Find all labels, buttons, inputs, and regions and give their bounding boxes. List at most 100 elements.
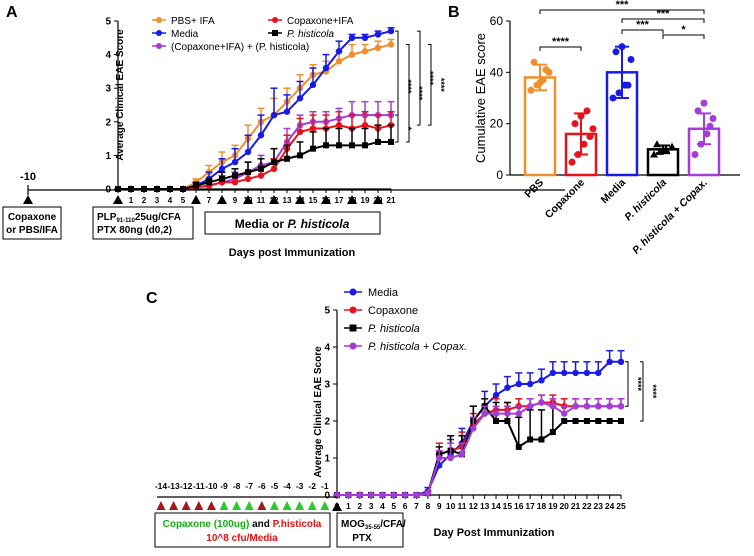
chart-b-point [653,140,661,148]
chart-b-point [571,120,579,128]
chart-c-ytick-label: 5 [324,306,330,317]
timeline-c-tick-label: -10 [205,481,218,491]
chart-c-media-point [515,380,522,388]
chart-b-sig-label: * [681,24,686,36]
timeline-c-gavage-triangle [206,501,216,510]
chart-b-category-label: PBS [522,177,546,201]
chart-a-copaxone-point [361,121,369,129]
timeline-c-box-treatment-line1: Copaxone (100ug) and P.histicola [163,519,322,530]
chart-b-point [568,158,576,166]
chart-c-combo-point [345,491,352,499]
timeline-c-box-mog-line1: MOG35-55/CFA/ [341,519,406,531]
panel-label-c: C [146,290,158,307]
chart-c-ytick-label: 3 [324,380,330,391]
chart-a-xtick-label: 17 [335,196,344,205]
chart-c-xtick-label: 10 [446,501,456,511]
chart-b-point [527,86,535,94]
chart-c-phisticola-point [538,436,545,443]
timeline-c-box-treatment [154,512,331,548]
chart-b-point [700,99,708,107]
timeline-c-tick-label: -1 [321,481,329,491]
timeline-c-tick-label: -11 [193,481,205,491]
chart-a-xtick-label: 21 [387,196,396,205]
chart-a-sig-label: **** [425,71,435,86]
chart-a: 0123450123456789101112131415161718192021… [105,16,446,205]
chart-a-media-point [374,31,382,38]
chart-b-point [694,107,702,115]
chart-c-xtick-label: 12 [469,501,479,511]
chart-a-copaxone-point [335,121,343,129]
legend-combo-label: (Copaxone+IFA) + (P. histicola) [171,42,309,53]
chart-c-combo-point [424,489,432,497]
timeline-c-tick-label: -8 [233,481,241,491]
chart-c-marks: 0123450123456789101112131415161718192021… [324,306,658,512]
chart-b-ytick-label: 20 [490,117,504,131]
chart-a-media-point [257,132,265,139]
chart-c-xtick-label: 22 [582,501,592,511]
chart-a-ytick-label: 1 [105,151,111,162]
chart-a-pbs-point [374,44,382,52]
chart-a-copaxone-point [296,128,304,136]
chart-b-sig-bracket [539,9,705,14]
chart-a-media-point [348,34,356,41]
chart-a-ytick-label: 3 [105,84,111,95]
timeline-c-tick-label: -5 [271,481,279,491]
chart-c-xtick-label: 14 [491,501,501,511]
chart-a-sig-label: **** [414,86,424,101]
chart-a-sig-bracket [406,44,410,143]
legend-c-phisticola-marker [349,324,357,332]
chart-c-ylabel: Average Clinical EAE Score [313,346,324,478]
chart-c-ytick-label: 1 [324,454,330,465]
chart-a-sig-bracket [395,114,399,143]
chart-c-combo-point [379,491,386,499]
timeline-c-gavage-triangle [169,501,179,510]
chart-a-phisticola-point [232,172,238,179]
timeline-a-box-plp [92,206,194,240]
chart-a-sig-label: **** [436,78,446,93]
chart-c-combo-point [401,491,409,499]
chart-b-category-label: Copaxone [543,177,587,221]
chart-a-phisticola-point [362,142,368,149]
chart-c-combo-point [595,403,602,410]
chart-c-media-line [337,360,621,496]
chart-a-copaxone-point [270,165,278,173]
chart-b-ytick-label: 0 [496,168,503,182]
chart-c-combo-point [617,403,625,410]
chart-a-phisticola-point [349,142,355,149]
chart-c-xtick-label: 11 [457,501,466,511]
timeline-c-axis-title: Day Post Immunization [433,527,554,539]
chart-a-media-point [322,64,330,72]
chart-b-point [668,142,676,150]
timeline-c-gavage: -14 -13 -12 -11 -10 -9 -8 -7 -6 -5 -4 -3 -2 -1 [155,481,330,510]
legend-c-combo-marker [349,342,357,350]
chart-b-sig-label: **** [552,36,570,48]
timeline-c-tick-label: -12 [180,481,193,491]
chart-c-xtick-label: 7 [414,501,419,511]
chart-a-pbs-point [361,48,369,55]
chart-a-legend: PBS+ IFA Media (Copaxone+IFA) + (P. hist… [152,16,354,53]
chart-c-combo-point [356,491,363,499]
timeline-a: -10 Copaxone or PBS/IFA PLP91-11025ug/CF… [2,171,565,259]
timeline-c-box-mog-line2: PTX [352,533,372,544]
chart-b-point [586,133,594,140]
chart-c-combo-point [572,403,579,410]
chart-c-combo-point [447,454,454,462]
panel-label-b: B [448,4,460,21]
timeline-a-gavage-triangle [373,195,383,204]
chart-a-phisticola-point [388,138,394,145]
chart-b-ytick-label: 60 [490,14,504,28]
chart-a-xtick-label: 3 [155,196,160,205]
chart-c-phisticola-point [595,418,602,424]
legend-phisticola-marker [272,30,278,36]
chart-b-ylabel: Cumulative EAE score [473,33,488,163]
legend-copaxone-label: Copaxone+IFA [287,16,354,27]
legend-c-combo-label: P. histicola + Copax. [368,341,467,353]
legend-c-media-marker [349,288,357,296]
chart-b-point [618,43,626,51]
chart-a-xtick-label: 13 [283,196,292,205]
chart-c-combo-point [526,403,534,410]
timeline-a-start-triangle [23,195,33,204]
chart-c-combo-point [606,403,613,410]
chart-a-xtick-label: 19 [361,196,370,205]
